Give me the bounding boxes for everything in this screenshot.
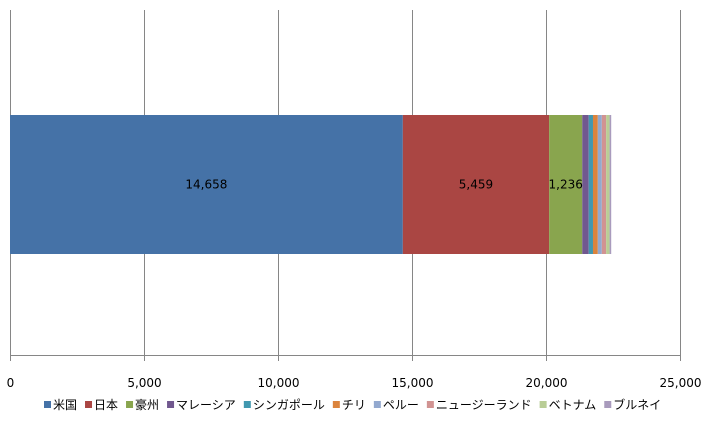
bar-segment xyxy=(402,115,550,254)
bar-segment xyxy=(582,115,589,254)
legend-swatch xyxy=(126,401,134,408)
x-tick-label: 5,000 xyxy=(127,376,161,390)
legend-label: ブルネイ xyxy=(613,397,661,412)
data-label: 14,658 xyxy=(185,178,227,192)
legend-swatch xyxy=(243,401,251,408)
legend-label: マレーシア xyxy=(176,398,236,412)
legend-swatch xyxy=(426,401,434,408)
data-label: 1,236 xyxy=(549,178,583,192)
legend-swatch xyxy=(167,401,175,408)
bar-segment xyxy=(549,115,583,254)
bar-segment xyxy=(601,115,607,254)
legend: 米国 日本 豪州 マレーシア シンガポール チリ ペルー ニュージーランド ベトナム ブルネイ xyxy=(44,397,661,412)
bar-segment xyxy=(588,115,593,254)
x-axis: 0 5,000 10,000 15,000 20,000 25,000 xyxy=(7,355,702,390)
x-tick-label: 15,000 xyxy=(392,376,434,390)
legend-label: チリ xyxy=(342,398,366,412)
legend-label: 豪州 xyxy=(135,397,159,412)
bar-series xyxy=(10,115,612,254)
bar-segment xyxy=(10,115,403,254)
legend-swatch xyxy=(85,401,93,408)
x-tick-label: 0 xyxy=(7,376,15,390)
x-tick-label: 25,000 xyxy=(660,376,702,390)
x-tick-label: 20,000 xyxy=(526,376,568,390)
legend-label: シンガポール xyxy=(253,398,325,412)
legend-swatch xyxy=(373,401,381,408)
legend-swatch xyxy=(332,401,340,408)
bar-segment xyxy=(597,115,602,254)
bar-segment xyxy=(609,115,612,254)
legend-label: ペルー xyxy=(383,398,419,412)
bar-segment xyxy=(606,115,610,254)
legend-label: ニュージーランド xyxy=(436,398,532,412)
legend-swatch xyxy=(539,401,547,408)
data-label: 5,459 xyxy=(459,178,493,192)
data-labels: 14,658 5,459 1,236 xyxy=(185,178,582,192)
legend-swatch xyxy=(44,401,51,408)
legend-label: 米国 xyxy=(53,398,77,412)
legend-swatch xyxy=(604,401,612,408)
x-tick-label: 10,000 xyxy=(258,376,300,390)
legend-label: ベトナム xyxy=(549,398,597,412)
legend-label: 日本 xyxy=(94,398,118,412)
bar-segment xyxy=(592,115,598,254)
